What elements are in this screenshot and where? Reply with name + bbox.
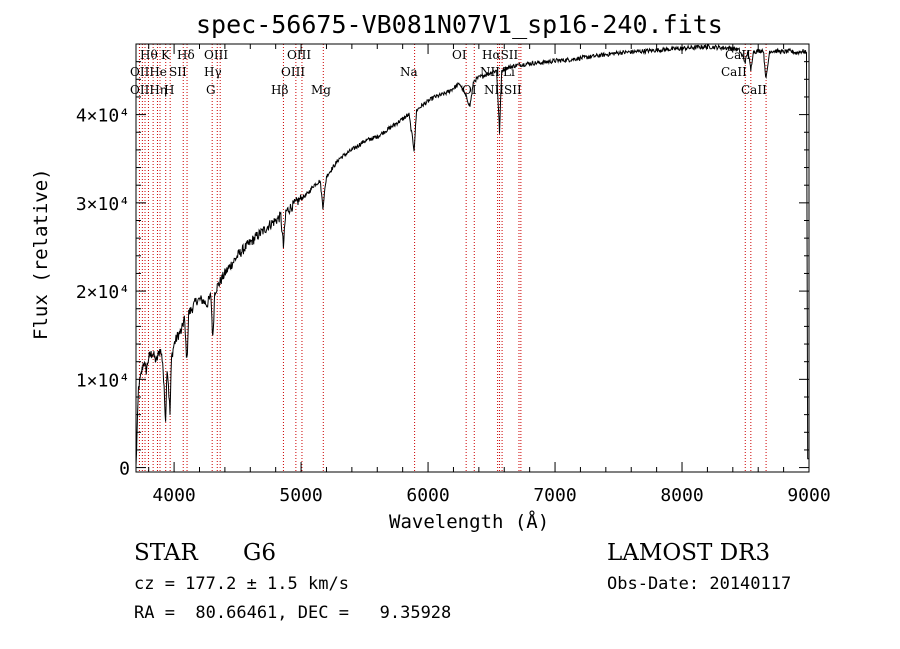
y-tick-label: 4×10⁴ <box>76 106 130 127</box>
line-label: NII <box>480 65 500 79</box>
x-tick-label: 5000 <box>279 485 322 506</box>
line-label: OIII <box>287 48 311 62</box>
spectrum-series-line <box>135 43 809 466</box>
line-label: OIIHe <box>130 65 167 79</box>
x-tick-label: 8000 <box>660 485 703 506</box>
y-tick-label: 0 <box>119 459 130 480</box>
line-label: OIIHη <box>130 83 167 97</box>
plot-frame <box>135 43 810 473</box>
line-label: CaII <box>741 83 767 97</box>
line-label: K <box>161 48 171 62</box>
line-label: NIISII <box>484 83 522 97</box>
y-axis-label: Flux (relative) <box>30 168 52 340</box>
chart-title: spec-56675-VB081N07V1_sp16-240.fits <box>196 10 723 39</box>
y-tick-label: 3×10⁴ <box>76 194 130 215</box>
line-labels: Hθ K Hδ OIII OIII OI HαSII CaII OIIHe SII Hγ OIII Na… <box>130 48 767 97</box>
line-label: OIII <box>281 65 305 79</box>
line-label: SII <box>169 65 187 79</box>
survey-name: LAMOST DR3 <box>607 540 771 566</box>
y-tick-label: 1×10⁴ <box>76 370 130 391</box>
line-label: Mg <box>311 83 331 97</box>
object-class: STAR <box>134 540 198 566</box>
y-axis-ticks: 0 1×10⁴ 2×10⁴ 3×10⁴ 4×10⁴ <box>76 61 809 480</box>
redshift-value: cz = 177.2 ± 1.5 km/s <box>134 574 349 594</box>
line-label: Li <box>503 65 515 79</box>
object-subclass: G6 <box>243 540 277 566</box>
x-tick-label: 9000 <box>787 485 830 506</box>
line-label: H <box>164 83 174 97</box>
line-label: Hγ <box>204 65 222 79</box>
y-tick-label: 2×10⁴ <box>76 282 130 303</box>
x-axis-label: Wavelength (Å) <box>389 511 550 533</box>
line-label: Hδ <box>177 48 195 62</box>
x-tick-label: 6000 <box>406 485 449 506</box>
line-label: HαSII <box>482 48 519 62</box>
x-axis-ticks: 4000 5000 6000 7000 8000 9000 <box>148 44 831 506</box>
line-label: Hθ <box>140 48 158 62</box>
emission-line-markers <box>138 44 767 472</box>
coordinates: RA = 80.66461, DEC = 9.35928 <box>134 603 452 623</box>
obs-date: Obs-Date: 20140117 <box>607 574 792 594</box>
line-label: CaII <box>721 65 747 79</box>
line-label: G <box>206 83 216 97</box>
line-label: OI <box>462 83 477 97</box>
line-label: OIII <box>204 48 228 62</box>
line-label: OI <box>452 48 467 62</box>
x-tick-label: 7000 <box>533 485 576 506</box>
x-tick-label: 4000 <box>152 485 195 506</box>
line-label: CaII <box>725 48 751 62</box>
line-label: Hβ <box>271 83 288 97</box>
line-label: Na <box>400 65 418 79</box>
